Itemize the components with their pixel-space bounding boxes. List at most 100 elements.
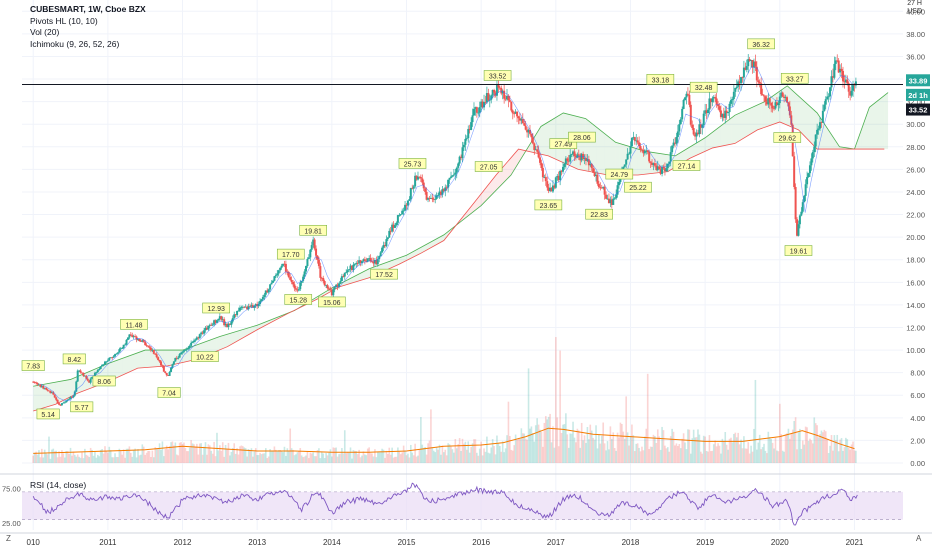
candle-body <box>435 195 438 199</box>
ichimoku-cloud-segment <box>735 113 739 144</box>
candle-body <box>409 187 412 200</box>
candle-body <box>817 128 820 130</box>
volume-bar <box>774 437 777 463</box>
volume-bar <box>537 424 540 463</box>
pivot-label: 17.52 <box>375 272 393 279</box>
candle-body <box>323 281 326 286</box>
candle-body <box>718 106 721 111</box>
candle-body <box>49 391 52 394</box>
pivot-label: 36.32 <box>752 42 770 49</box>
candle-body <box>293 284 296 289</box>
ichimoku-cloud-segment <box>234 330 239 343</box>
ichimoku-cloud-segment <box>507 157 512 179</box>
volume-bar <box>309 452 312 463</box>
indicator-pivots[interactable]: Pivots HL (10, 10) <box>30 15 98 26</box>
indicator-volume[interactable]: Vol (20) <box>30 27 60 37</box>
volume-bar <box>375 457 378 463</box>
candle-body <box>725 110 728 114</box>
candle-body <box>764 96 767 102</box>
candle-body <box>751 60 754 68</box>
candle-body <box>767 98 770 105</box>
volume-bar <box>246 456 248 463</box>
candle-body <box>665 168 668 172</box>
candle-body <box>686 93 689 95</box>
ichimoku-cloud-segment <box>272 317 276 322</box>
volume-bar <box>840 438 843 463</box>
volume-bar <box>421 444 424 463</box>
volume-bar <box>646 373 649 463</box>
candle-body <box>528 129 531 134</box>
volume-bar <box>114 453 116 463</box>
candle-body <box>109 357 112 359</box>
volume-bar <box>450 446 452 463</box>
candle-body <box>642 149 645 154</box>
candle-body <box>106 360 109 362</box>
volume-bar <box>745 448 748 463</box>
volume-bar <box>94 451 96 463</box>
volume-bar <box>48 436 50 463</box>
candle-body <box>673 142 676 144</box>
candle-body <box>418 176 421 178</box>
candle-body <box>688 94 691 105</box>
candle-body <box>609 199 612 204</box>
volume-bar <box>753 428 755 463</box>
candle-body <box>551 185 554 192</box>
volume-bar <box>595 425 597 463</box>
volume-bar <box>333 447 336 463</box>
volume-bar <box>797 432 800 463</box>
volume-bar <box>186 451 188 463</box>
ichimoku-cloud-segment <box>697 140 702 155</box>
rsi-legend[interactable]: RSI (14, close) <box>30 480 87 490</box>
candle-body <box>543 177 546 178</box>
pivot-label-box <box>689 81 718 93</box>
volume-bar <box>853 450 856 463</box>
pivot-label: 29.62 <box>779 136 797 143</box>
candle-body <box>306 258 309 267</box>
volume-bar <box>349 447 352 463</box>
volume-bar <box>148 450 151 463</box>
volume-bar <box>539 429 541 463</box>
volume-bar <box>257 455 260 463</box>
candle-body <box>53 394 56 398</box>
candle-body <box>798 215 801 225</box>
candle-body <box>810 158 813 166</box>
candle-body <box>36 382 39 385</box>
volume-bar <box>477 455 480 463</box>
ichimoku-cloud-segment <box>559 112 564 163</box>
candle-body <box>508 100 511 102</box>
candle-body <box>840 68 843 71</box>
ichimoku-cloud-segment <box>387 260 392 270</box>
volume-bar <box>697 429 699 463</box>
candle-body <box>636 140 639 143</box>
candle-body <box>270 282 273 285</box>
candle-body <box>50 392 53 394</box>
volume-bar <box>157 449 159 463</box>
volume-bar <box>679 448 682 463</box>
volume-bar <box>484 451 487 463</box>
pivot-label: 27.14 <box>678 164 696 171</box>
candle-body <box>33 382 36 383</box>
pivot-label-box <box>672 160 701 171</box>
pivot-label: 15.06 <box>323 300 341 307</box>
candle-body <box>580 153 583 161</box>
ichimoku-cloud-segment <box>122 356 127 375</box>
ichimoku-cloud-segment <box>48 382 52 407</box>
volume-bar <box>598 434 600 463</box>
candle-body <box>676 131 679 137</box>
indicator-ichimoku[interactable]: Ichimoku (9, 26, 52, 26) <box>30 38 120 49</box>
volume-bar <box>532 433 534 463</box>
candle-body <box>747 59 750 67</box>
candle-body <box>682 100 685 109</box>
ichimoku-cloud-segment <box>320 292 325 298</box>
volume-bar <box>387 453 389 463</box>
candle-body <box>590 163 593 169</box>
candle-body <box>640 149 643 151</box>
volume-bar <box>467 441 470 463</box>
volume-bar <box>800 448 803 463</box>
timezone-icon[interactable]: Z <box>6 534 11 543</box>
volume-bar <box>526 439 528 463</box>
auto-scale-icon[interactable]: A <box>916 534 922 543</box>
volume-bar <box>612 432 615 463</box>
rsi-axis-tick: 75.00 <box>2 484 21 493</box>
candle-body <box>91 376 94 379</box>
